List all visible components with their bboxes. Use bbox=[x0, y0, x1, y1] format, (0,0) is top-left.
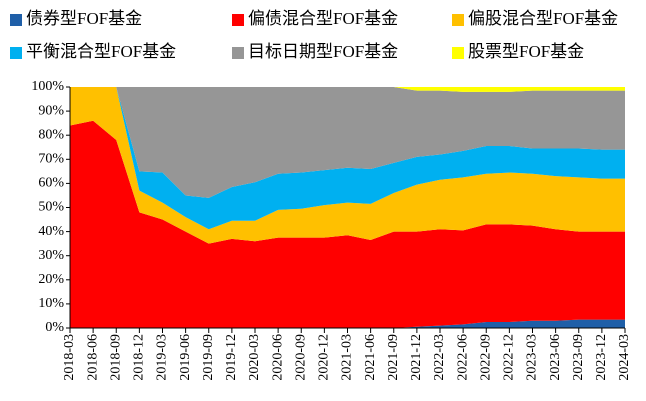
x-tick-label: 2022-09 bbox=[478, 334, 493, 381]
legend-label: 股票型FOF基金 bbox=[468, 42, 584, 61]
x-tick-label: 2020-09 bbox=[293, 334, 308, 381]
legend-swatch bbox=[232, 47, 244, 59]
x-tick-label: 2019-03 bbox=[155, 334, 170, 381]
area bbox=[70, 87, 625, 198]
y-tick-label: 80% bbox=[38, 127, 64, 142]
area bbox=[70, 87, 625, 92]
x-tick-label: 2021-03 bbox=[340, 334, 355, 381]
x-tick-label: 2023-12 bbox=[594, 334, 609, 381]
x-tick-label: 2019-09 bbox=[201, 334, 216, 381]
x-tick-label: 2022-03 bbox=[432, 334, 447, 381]
x-tick-label: 2018-12 bbox=[132, 334, 147, 381]
y-tick-label: 10% bbox=[38, 296, 64, 311]
x-tick-label: 2018-06 bbox=[85, 334, 100, 381]
x-tick-label: 2020-12 bbox=[317, 334, 332, 381]
x-tick-label: 2020-03 bbox=[247, 334, 262, 381]
x-tick-label: 2018-03 bbox=[62, 334, 77, 381]
x-tick-label: 2019-12 bbox=[224, 334, 239, 381]
legend-swatch bbox=[452, 47, 464, 59]
legend-label: 偏股混合型FOF基金 bbox=[468, 9, 618, 28]
area bbox=[70, 120, 625, 329]
y-tick-label: 60% bbox=[38, 176, 64, 191]
x-tick-label: 2021-09 bbox=[386, 334, 401, 381]
legend-swatch bbox=[232, 14, 244, 26]
area bbox=[70, 87, 625, 230]
area bbox=[70, 87, 625, 244]
y-tick-label: 20% bbox=[38, 272, 64, 287]
x-tick-label: 2023-06 bbox=[548, 334, 563, 381]
y-tick-label: 50% bbox=[38, 200, 64, 215]
x-tick-label: 2022-06 bbox=[455, 334, 470, 381]
x-tick-label: 2022-12 bbox=[502, 334, 517, 381]
x-tick-label: 2019-06 bbox=[178, 334, 193, 381]
legend-swatch bbox=[10, 14, 22, 26]
x-tick-label: 2023-09 bbox=[571, 334, 586, 381]
y-tick-label: 100% bbox=[31, 79, 64, 94]
y-tick-label: 90% bbox=[38, 103, 64, 118]
x-tick-label: 2021-06 bbox=[363, 334, 378, 381]
x-tick-label: 2024-03 bbox=[617, 334, 632, 381]
y-tick-label: 30% bbox=[38, 248, 64, 263]
x-tick-label: 2020-06 bbox=[270, 334, 285, 381]
legend-label: 目标日期型FOF基金 bbox=[248, 42, 398, 61]
area bbox=[70, 319, 625, 328]
x-tick-label: 2023-03 bbox=[525, 334, 540, 381]
legend-label: 偏债混合型FOF基金 bbox=[248, 9, 398, 28]
x-tick-label: 2018-09 bbox=[108, 334, 123, 381]
legend-label: 债券型FOF基金 bbox=[26, 9, 142, 28]
legend-swatch bbox=[10, 47, 22, 59]
y-tick-label: 40% bbox=[38, 224, 64, 239]
legend-label: 平衡混合型FOF基金 bbox=[26, 42, 176, 61]
legend-swatch bbox=[452, 14, 464, 26]
x-tick-label: 2021-12 bbox=[409, 334, 424, 381]
y-tick-label: 0% bbox=[45, 320, 64, 335]
y-tick-label: 70% bbox=[38, 152, 64, 167]
